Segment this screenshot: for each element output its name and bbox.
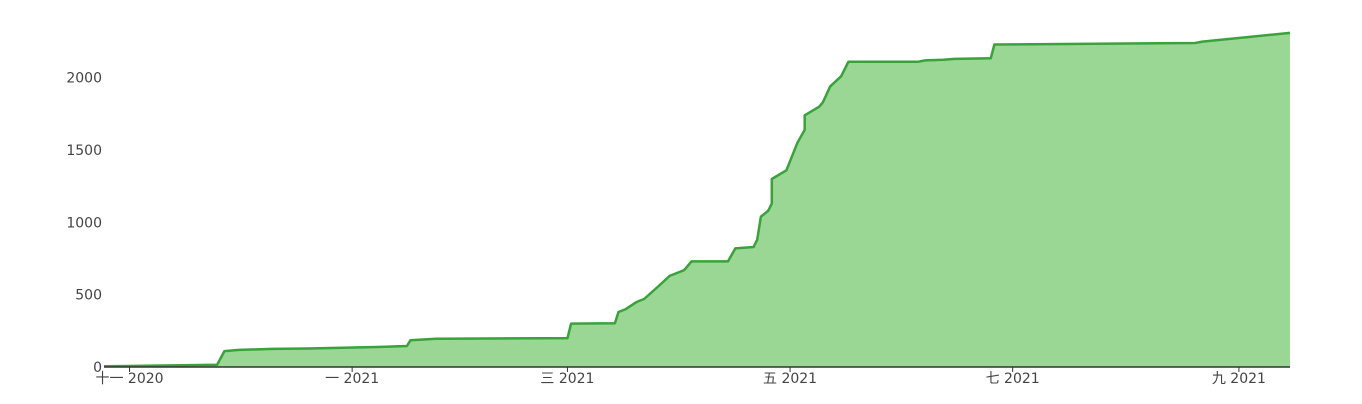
x-tick-label: 五 2021 <box>763 371 817 387</box>
x-tick-label: 七 2021 <box>986 371 1040 387</box>
x-tick-label: 三 2021 <box>540 371 594 387</box>
y-tick-label: 1000 <box>66 215 102 231</box>
y-tick-label: 0 <box>93 360 102 376</box>
y-tick-label: 2000 <box>66 71 102 87</box>
y-axis-ticks: 0 500 1000 1500 2000 <box>66 71 102 376</box>
x-tick-label: 一 2021 <box>325 371 379 387</box>
x-tick-label: 九 2021 <box>1212 371 1266 387</box>
x-axis-ticks: 十一 2020 一 2021 三 2021 五 2021 七 2021 九 2021 <box>95 367 1266 387</box>
y-tick-label: 500 <box>75 288 102 304</box>
x-tick-label: 十一 2020 <box>95 371 163 387</box>
series-area-fill <box>104 32 1290 368</box>
y-tick-label: 1500 <box>66 143 102 159</box>
series-line <box>103 31 1291 368</box>
